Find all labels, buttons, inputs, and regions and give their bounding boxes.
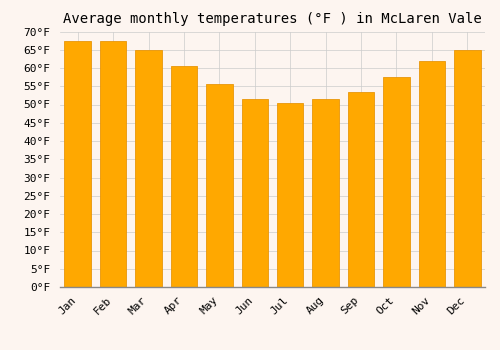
Bar bbox=[206, 84, 233, 287]
Bar bbox=[418, 61, 445, 287]
Title: Average monthly temperatures (°F ) in McLaren Vale: Average monthly temperatures (°F ) in Mc… bbox=[63, 12, 482, 26]
Bar bbox=[170, 66, 197, 287]
Bar bbox=[454, 50, 480, 287]
Bar bbox=[242, 99, 268, 287]
Bar bbox=[383, 77, 409, 287]
Bar bbox=[348, 92, 374, 287]
Bar bbox=[277, 103, 303, 287]
Bar bbox=[100, 41, 126, 287]
Bar bbox=[136, 50, 162, 287]
Bar bbox=[64, 41, 91, 287]
Bar bbox=[312, 99, 339, 287]
